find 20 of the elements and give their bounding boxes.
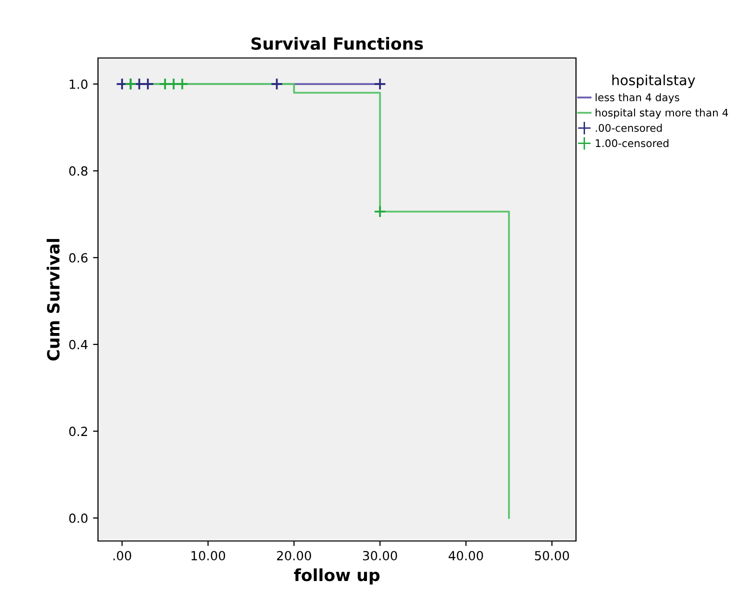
x-tick-label: 30.00: [363, 550, 398, 560]
y-tick-label: 0.8: [69, 166, 88, 176]
y-axis-title: Cum Survival: [46, 239, 60, 361]
legend-label: less than 4 days: [596, 93, 680, 104]
x-tick-label: 40.00: [448, 550, 484, 560]
x-axis-title: follow up: [294, 568, 380, 585]
x-tick-label: 20.00: [277, 550, 312, 560]
y-tick-label: 0.0: [69, 513, 88, 523]
y-tick-label: 1.0: [70, 80, 88, 89]
x-tick-label: 50.00: [535, 550, 569, 560]
y-tick-label: 0.6: [69, 253, 88, 263]
y-tick-label: 0.4: [69, 340, 88, 350]
x-tick-label: .00: [113, 550, 132, 560]
x-tick-label: 10.00: [192, 550, 226, 560]
legend-title: hospitalstay: [612, 74, 696, 88]
legend-label: 1.00-censored: [596, 139, 668, 148]
legend-label: hospital stay more than 4: [596, 108, 728, 119]
chart-title: Survival Functions: [252, 37, 423, 50]
y-tick-label: 0.2: [69, 426, 88, 436]
legend-label: .00-censored: [596, 124, 662, 132]
